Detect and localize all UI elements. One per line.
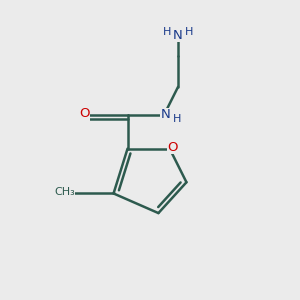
Text: H: H [173,114,182,124]
Text: H: H [163,27,172,37]
Text: CH₃: CH₃ [54,187,75,197]
Text: N: N [173,28,183,41]
Text: H: H [184,27,193,37]
Text: O: O [79,107,89,120]
Text: N: N [160,108,170,122]
Text: O: O [167,141,178,154]
